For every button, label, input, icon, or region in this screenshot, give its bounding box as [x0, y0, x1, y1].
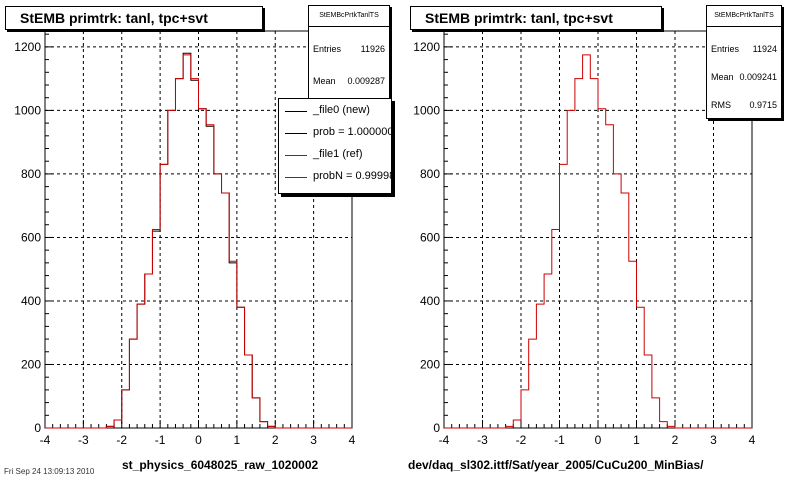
panel1-series-0-step-line: [444, 54, 752, 429]
panel1-ytick-label: 800: [420, 167, 440, 181]
right-stats-rms-row: RMS 0.9715: [711, 98, 777, 112]
panel1-xtick-label: 0: [595, 433, 602, 447]
panel0-xtick-label: 1: [234, 433, 241, 447]
legend-entry-prob: prob = 1.000000: [279, 123, 392, 145]
left-stats-name: StEMBcPrtkTanlTS: [309, 6, 389, 27]
right-stats-mean-row: Mean 0.009241: [711, 70, 777, 84]
panel1-ytick-label: 0: [433, 421, 440, 435]
right-xlabel: dev/daq_sl302.ittf/Sat/year_2005/CuCu200…: [408, 458, 704, 472]
legend-label-prob: prob = 1.000000: [313, 126, 392, 138]
panel0-xtick-label: 4: [349, 433, 356, 447]
panel1-ytick-label: 400: [420, 294, 440, 308]
legend-line-file0: [285, 111, 307, 112]
right-stats-entries-label: Entries: [711, 44, 740, 54]
panel1-ytick-label: 1200: [413, 40, 440, 54]
right-title: StEMB primtrk: tanl, tpc+svt: [425, 10, 613, 26]
legend-entry-file1: _file1 (ref): [279, 145, 391, 167]
panel1-xtick-label: -1: [554, 433, 565, 447]
right-stats-mean-value: 0.009241: [739, 72, 777, 82]
legend-line-probn: [285, 177, 307, 178]
footer-timestamp: Fri Sep 24 13:09:13 2010: [4, 467, 95, 476]
panel0-series-1-step-line: [45, 54, 352, 429]
right-stats-name: StEMBcPrtkTanlTS: [707, 6, 781, 27]
right-stats-rms-value: 0.9715: [749, 100, 777, 110]
panel1-xtick-label: 4: [749, 433, 756, 447]
right-title-box: StEMB primtrk: tanl, tpc+svt: [410, 6, 662, 30]
legend-entry-probn: probN = 0.999983: [279, 167, 391, 189]
panel1-xtick-label: -3: [477, 433, 488, 447]
panel0-ytick-label: 1000: [14, 103, 41, 117]
left-stats-entries-row: Entries 11926: [313, 42, 385, 56]
panel1-xtick-label: -2: [516, 433, 527, 447]
legend-label-file1: _file1 (ref): [313, 148, 363, 160]
left-stats-box: StEMBcPrtkTanlTS Entries 11926 Mean 0.00…: [308, 5, 390, 100]
panel0-ytick-label: 1200: [14, 40, 41, 54]
legend-line-file1: [285, 155, 307, 156]
panel0-ytick-label: 400: [21, 294, 41, 308]
legend-line-prob: [285, 133, 307, 134]
right-stats-entries-value: 11924: [752, 44, 777, 54]
left-stats-mean-value: 0.009287: [347, 76, 385, 86]
right-stats-box: StEMBcPrtkTanlTS Entries 11924 Mean 0.00…: [706, 5, 782, 119]
left-stats-mean-row: Mean 0.009287: [313, 74, 385, 88]
legend-label-probn: probN = 0.999983: [313, 170, 391, 182]
legend-entry-file0: _file0 (new): [279, 101, 391, 123]
panel1-ytick-label: 1000: [413, 103, 440, 117]
right-stats-rms-label: RMS: [711, 100, 731, 110]
panel1-ytick-label: 200: [420, 357, 440, 371]
panel1-xtick-label: -4: [439, 433, 450, 447]
panel1-ytick-label: 600: [420, 230, 440, 244]
right-stats-entries-row: Entries 11924: [711, 42, 777, 56]
panel1-xtick-label: 1: [633, 433, 640, 447]
panel0-ytick-label: 800: [21, 167, 41, 181]
panel0-ytick-label: 200: [21, 357, 41, 371]
left-xlabel: st_physics_6048025_raw_1020002: [122, 458, 319, 472]
left-stats-entries-label: Entries: [313, 44, 342, 54]
panel0-ytick-label: 600: [21, 230, 41, 244]
panel0-xtick-label: 0: [195, 433, 202, 447]
left-title-box: StEMB primtrk: tanl, tpc+svt: [5, 6, 263, 30]
left-legend: _file0 (new) prob = 1.000000 _file1 (ref…: [278, 98, 392, 194]
left-stats-mean-label: Mean: [313, 76, 336, 86]
panel1-xtick-label: 3: [710, 433, 717, 447]
left-title: StEMB primtrk: tanl, tpc+svt: [20, 10, 208, 26]
panel0-xtick-label: -3: [78, 433, 89, 447]
panel0-xtick-label: 2: [272, 433, 279, 447]
legend-label-file0: _file0 (new): [313, 104, 370, 116]
panel0-xtick-label: -2: [116, 433, 127, 447]
panel0-xtick-label: 3: [310, 433, 317, 447]
panel0-xtick-label: -4: [40, 433, 51, 447]
right-stats-mean-label: Mean: [711, 72, 734, 82]
panel1-xtick-label: 2: [672, 433, 679, 447]
left-stats-entries-value: 11926: [360, 44, 385, 54]
panel0-ytick-label: 0: [34, 421, 41, 435]
panel0-xtick-label: -1: [155, 433, 166, 447]
